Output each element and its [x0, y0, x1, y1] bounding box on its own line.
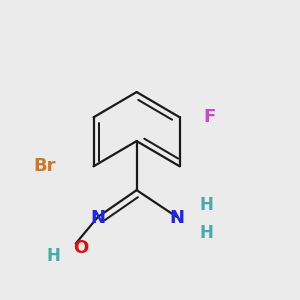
Text: H: H: [199, 224, 213, 242]
Text: H: H: [46, 247, 60, 265]
Text: F: F: [203, 108, 216, 126]
Text: N: N: [91, 209, 106, 227]
Text: H: H: [199, 196, 213, 214]
Text: O: O: [74, 239, 89, 257]
Text: Br: Br: [34, 157, 56, 175]
Text: N: N: [169, 209, 184, 227]
